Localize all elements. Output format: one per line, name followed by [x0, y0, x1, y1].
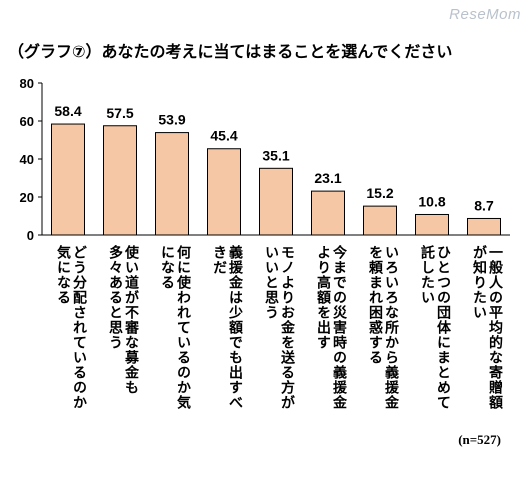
category-label: 使い道が不審な募金も多々あると思う [107, 245, 139, 395]
y-tick-label: 0 [27, 228, 34, 243]
data-label: 35.1 [262, 147, 289, 163]
y-tick-label: 20 [20, 190, 34, 205]
bar-chart: 0 20 40 60 80 58.4 57.5 53.9 45.4 35.1 23.1 15.2 10.… [0, 70, 529, 335]
category-label: モノよりお金を送る方がいいと思う [263, 245, 295, 410]
watermark-logo: ReseMom [449, 6, 521, 23]
data-label: 15.2 [366, 185, 393, 201]
data-label: 58.4 [54, 103, 81, 119]
bar [103, 125, 137, 236]
category-label: いろいろな所から義援金を頼まれ困惑する [367, 245, 399, 410]
category-label: 何に使われているのか気になる [159, 245, 191, 410]
bar [207, 148, 241, 236]
category-label: 義援金は少額でも出すべきだ [211, 245, 243, 410]
bar [311, 190, 345, 236]
bar [155, 132, 189, 236]
category-label: 今までの災害時の義援金より高額を出す [315, 245, 347, 410]
bar [259, 167, 293, 236]
data-label: 53.9 [158, 112, 185, 128]
data-label: 10.8 [418, 193, 445, 209]
data-label: 8.7 [474, 197, 494, 213]
bar [415, 213, 449, 236]
category-label: どう分配されているのか気になる [55, 245, 87, 410]
bar [51, 123, 85, 236]
bar-chart-svg: 0 20 40 60 80 58.4 57.5 53.9 45.4 35.1 23.1 15.2 10.… [20, 76, 510, 243]
y-tick-label: 40 [20, 152, 34, 167]
sample-size-note: (n=527) [458, 432, 501, 447]
bar [467, 217, 501, 236]
data-label: 57.5 [106, 105, 133, 121]
y-tick-label: 60 [20, 114, 34, 129]
y-tick-label: 80 [20, 76, 34, 91]
data-label: 45.4 [210, 128, 237, 144]
chart-title: （グラフ⑦）あなたの考えに当てはまることを選んでください [8, 42, 453, 61]
category-label: ひとつの団体にまとめて託したい [419, 245, 451, 410]
data-label: 23.1 [314, 170, 341, 186]
bar [363, 205, 397, 236]
category-label: 一般人の平均的な寄贈額が知りたい [471, 245, 503, 410]
